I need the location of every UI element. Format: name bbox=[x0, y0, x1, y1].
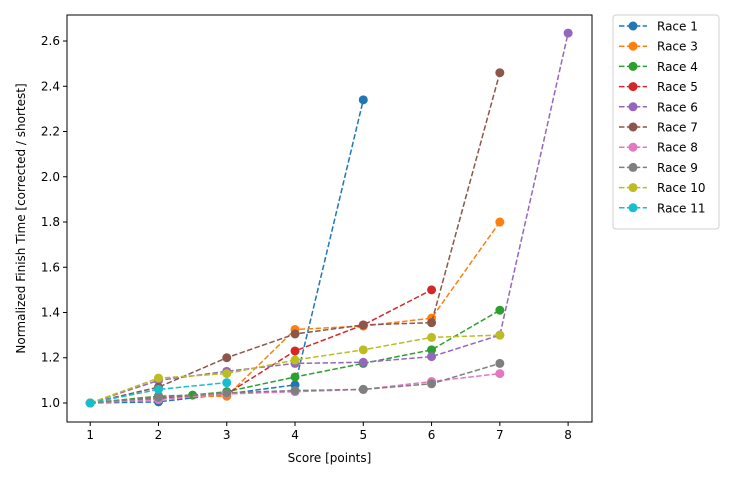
data-point bbox=[563, 28, 573, 38]
data-point bbox=[427, 352, 437, 362]
series-race-9 bbox=[85, 358, 505, 408]
legend-label: Race 10 bbox=[657, 181, 706, 195]
y-tick-label: 1.8 bbox=[41, 215, 60, 229]
series-line bbox=[90, 309, 501, 404]
legend-marker bbox=[628, 203, 638, 213]
y-tick-label: 1.2 bbox=[41, 351, 60, 365]
plot-area bbox=[85, 28, 573, 408]
data-point bbox=[427, 318, 437, 328]
data-point bbox=[358, 384, 368, 394]
series-race-11 bbox=[85, 378, 232, 408]
data-point bbox=[290, 386, 300, 396]
x-tick-label: 7 bbox=[496, 428, 504, 442]
x-tick-label: 5 bbox=[359, 428, 367, 442]
x-tick-label: 1 bbox=[86, 428, 94, 442]
legend-marker bbox=[628, 162, 638, 172]
y-axis-label: Normalized Finish Time [corrected / shor… bbox=[14, 83, 28, 353]
data-point bbox=[495, 358, 505, 368]
data-point bbox=[495, 369, 505, 379]
legend-frame bbox=[612, 14, 720, 230]
legend-label: Race 11 bbox=[657, 201, 706, 215]
data-point bbox=[427, 379, 437, 389]
x-tick-label: 2 bbox=[155, 428, 163, 442]
y-tick-label: 2.6 bbox=[41, 34, 60, 48]
x-tick-label: 8 bbox=[564, 428, 572, 442]
data-point bbox=[495, 68, 505, 78]
data-point bbox=[358, 357, 368, 367]
legend-marker bbox=[628, 183, 638, 193]
data-point bbox=[290, 355, 300, 365]
legend-label: Race 1 bbox=[657, 20, 698, 34]
axes-frame bbox=[66, 14, 593, 423]
y-axis: 1.0 1.2 1.4 1.6 1.8 2.0 2.2 2.4 2.6 bbox=[41, 34, 67, 410]
y-tick-label: 1.0 bbox=[41, 396, 60, 410]
data-point bbox=[222, 388, 232, 398]
x-tick-label: 3 bbox=[223, 428, 231, 442]
legend-marker bbox=[628, 142, 638, 152]
legend-label: Race 5 bbox=[657, 80, 698, 94]
legend-marker bbox=[628, 61, 638, 71]
legend-label: Race 8 bbox=[657, 141, 698, 155]
series-line bbox=[89, 32, 569, 404]
x-tick-label: 4 bbox=[291, 428, 299, 442]
data-point bbox=[427, 285, 437, 295]
data-point bbox=[153, 392, 163, 402]
y-tick-label: 2.4 bbox=[41, 79, 60, 93]
legend-label: Race 3 bbox=[657, 40, 698, 54]
series-line bbox=[90, 289, 432, 404]
x-axis-label: Score [points] bbox=[288, 451, 372, 465]
y-tick-label: 2.0 bbox=[41, 170, 60, 184]
data-point bbox=[290, 329, 300, 339]
y-tick-label: 1.6 bbox=[41, 260, 60, 274]
legend-label: Race 6 bbox=[657, 100, 698, 114]
data-point bbox=[358, 345, 368, 355]
data-point bbox=[153, 384, 163, 394]
data-point bbox=[495, 305, 505, 315]
legend-label: Race 4 bbox=[657, 60, 698, 74]
x-tick-label: 6 bbox=[428, 428, 436, 442]
data-point bbox=[85, 398, 95, 408]
legend-marker bbox=[628, 82, 638, 92]
data-point bbox=[427, 332, 437, 342]
data-point bbox=[222, 369, 232, 379]
x-axis: 1 2 3 4 5 6 7 8 bbox=[86, 422, 572, 442]
legend-marker bbox=[628, 122, 638, 132]
legend-marker bbox=[628, 21, 638, 31]
data-point bbox=[290, 372, 300, 382]
y-tick-label: 2.2 bbox=[41, 125, 60, 139]
data-point bbox=[358, 95, 368, 105]
legend-label: Race 7 bbox=[657, 121, 698, 135]
legend-label: Race 9 bbox=[657, 161, 698, 175]
data-point bbox=[358, 320, 368, 330]
y-tick-label: 1.4 bbox=[41, 306, 60, 320]
data-point bbox=[495, 330, 505, 340]
series-line bbox=[90, 381, 227, 404]
data-point bbox=[222, 353, 232, 363]
data-point bbox=[153, 373, 163, 383]
legend-marker bbox=[628, 41, 638, 51]
data-point bbox=[290, 346, 300, 356]
data-point bbox=[222, 378, 232, 388]
legend: Race 1 Race 3 Race 4 Race 5 Race 6 Race 7 Race… bbox=[612, 14, 720, 230]
data-point bbox=[427, 345, 437, 355]
data-point bbox=[495, 217, 505, 227]
legend-marker bbox=[628, 102, 638, 112]
